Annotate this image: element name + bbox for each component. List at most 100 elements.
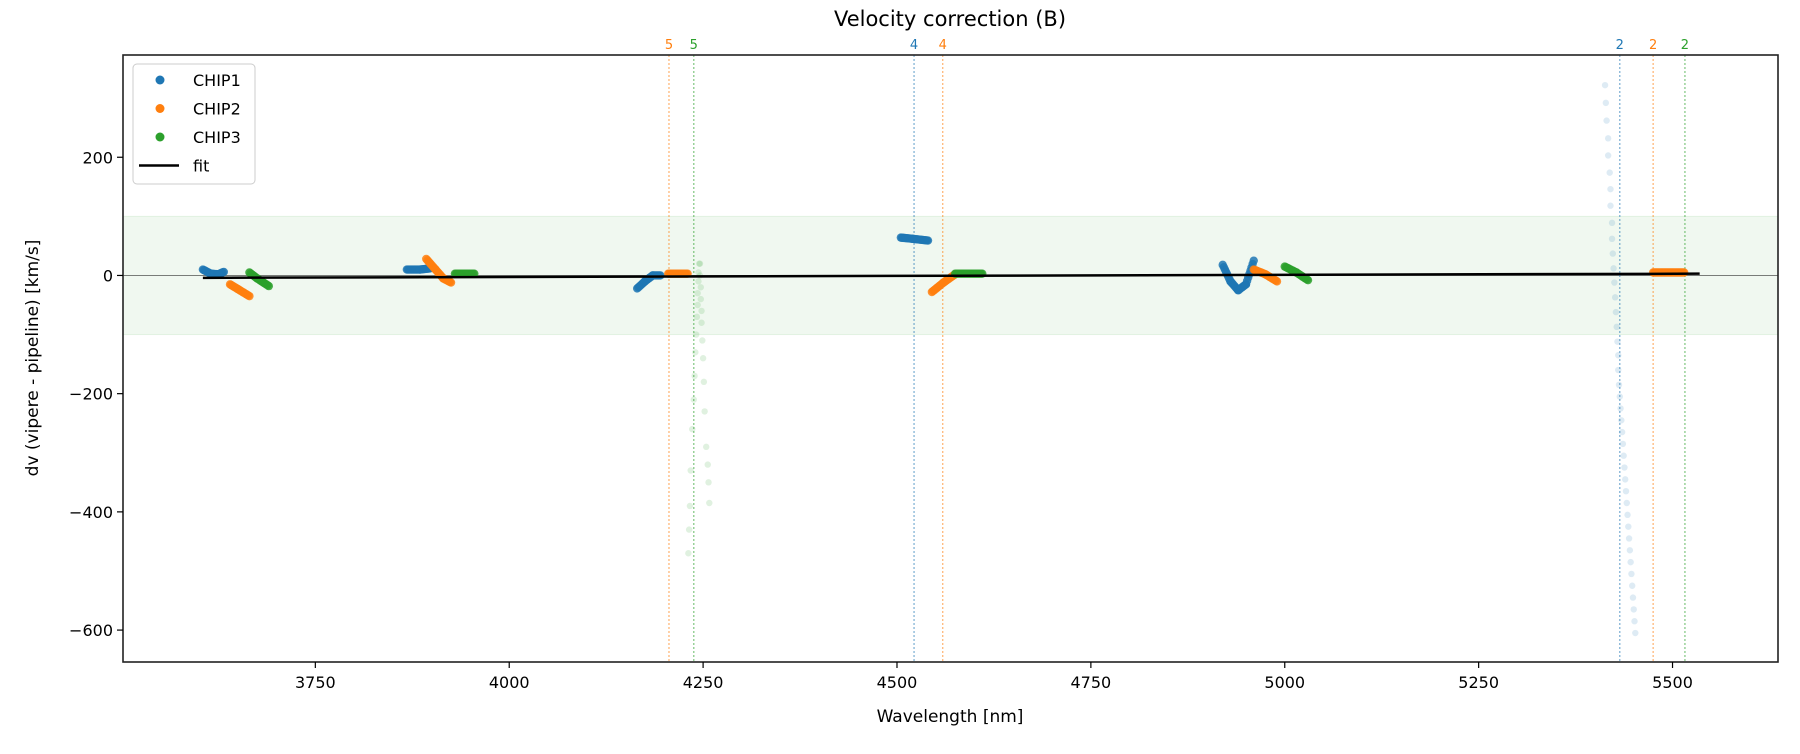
legend: CHIP1 CHIP2 CHIP3 fit — [132, 63, 256, 185]
outlier-point — [1625, 523, 1632, 530]
outlier-point — [1614, 338, 1621, 345]
outlier-point — [1611, 294, 1619, 301]
outlier-point — [697, 295, 704, 303]
outlier-point — [692, 331, 700, 338]
data-point — [245, 291, 254, 301]
y-tick-label: −400 — [69, 503, 113, 522]
data-point — [1249, 256, 1258, 265]
outlier-point — [1602, 99, 1610, 107]
legend-label: fit — [193, 157, 209, 176]
data-point — [923, 236, 933, 245]
outlier-point — [690, 396, 697, 403]
x-tick-label: 5500 — [1652, 673, 1693, 692]
y-tick-label: −600 — [69, 621, 113, 640]
series-chip1 — [198, 81, 1639, 637]
x-tick-label: 5250 — [1458, 673, 1499, 692]
outlier-point — [1610, 265, 1617, 272]
outlier-point — [1632, 629, 1639, 637]
chart-title: Velocity correction (B) — [834, 7, 1066, 31]
outlier-point — [1628, 570, 1635, 578]
y-tick-label: 0 — [103, 266, 113, 285]
outlier-point — [699, 355, 707, 362]
data-point — [1303, 275, 1313, 285]
outlier-point — [1618, 417, 1625, 424]
data-point — [446, 278, 456, 287]
outlier-point — [1601, 81, 1609, 89]
legend-marker-chip3 — [155, 132, 165, 142]
outlier-point — [704, 461, 711, 468]
outlier-point — [1603, 117, 1610, 124]
outlier-point — [700, 378, 708, 386]
marker-label: 2 — [1681, 38, 1689, 53]
data-point — [470, 269, 479, 278]
outlier-point — [1622, 487, 1630, 495]
marker-label: 2 — [1649, 38, 1657, 53]
outlier-point — [1623, 499, 1630, 507]
x-tick-label: 4250 — [683, 673, 724, 692]
data-point — [264, 281, 274, 291]
outlier-point — [1608, 219, 1616, 227]
outlier-point — [1607, 202, 1614, 209]
outlier-point — [695, 269, 702, 276]
outlier-point — [1604, 135, 1612, 142]
fit-line — [202, 272, 1700, 280]
outlier-point — [689, 425, 696, 433]
plot-area: 5 5 4 4 2 2 2 3750 4000 4250 4500 4750 5000 5250 5500 −… — [69, 38, 1779, 692]
outlier-point — [696, 260, 703, 267]
outlier-point — [1620, 452, 1627, 459]
outlier-point — [1618, 428, 1626, 436]
outlier-point — [1630, 606, 1637, 613]
marker-label: 2 — [1616, 38, 1624, 53]
outlier-point — [1617, 405, 1624, 412]
legend-box — [132, 63, 256, 185]
x-tick-label: 4500 — [877, 673, 918, 692]
outlier-point — [692, 349, 699, 356]
outlier-point — [698, 319, 705, 326]
outlier-point — [698, 307, 705, 315]
outlier-point — [1606, 169, 1613, 176]
outlier-point — [1609, 250, 1617, 257]
outlier-point — [1622, 476, 1629, 483]
outlier-point — [1621, 464, 1628, 471]
outlier-point — [1611, 279, 1618, 286]
outlier-point — [1629, 594, 1637, 601]
outlier-point — [694, 289, 701, 297]
outlier-point — [701, 408, 708, 415]
outlier-point — [1631, 618, 1638, 625]
legend-label: CHIP2 — [193, 100, 241, 119]
outlier-point — [1616, 393, 1623, 400]
outlier-point — [693, 313, 701, 321]
legend-label: CHIP1 — [193, 71, 241, 90]
x-tick-label: 3750 — [295, 673, 336, 692]
outlier-point — [694, 301, 701, 309]
outlier-point — [1624, 511, 1631, 519]
x-tick-label: 4750 — [1071, 673, 1112, 692]
outlier-point — [1608, 235, 1616, 243]
x-tick-label: 5000 — [1264, 673, 1305, 692]
outlier-point — [691, 372, 698, 380]
marker-label: 5 — [665, 38, 673, 53]
outlier-point — [1604, 152, 1612, 159]
outlier-point — [1615, 381, 1623, 389]
y-axis-label: dv (vipere - pipeline) [km/s] — [23, 240, 43, 477]
marker-label: 4 — [910, 38, 918, 53]
marker-label: 4 — [939, 38, 947, 53]
outlier-point — [1613, 323, 1620, 331]
series-chip2 — [225, 254, 1689, 301]
outlier-point — [685, 526, 693, 533]
outlier-point — [685, 550, 692, 557]
outlier-point — [1607, 185, 1614, 193]
x-axis-label: Wavelength [nm] — [877, 707, 1024, 727]
data-point — [1272, 277, 1282, 286]
legend-marker-chip2 — [155, 104, 165, 113]
outlier-point — [1625, 535, 1633, 542]
outlier-point — [1615, 352, 1622, 359]
outlier-point — [1628, 582, 1636, 589]
data-point — [219, 267, 229, 277]
outlier-point — [1619, 440, 1627, 448]
outlier-point — [1627, 558, 1634, 566]
outlier-point — [1612, 308, 1620, 316]
outlier-point — [1626, 547, 1634, 554]
outlier-point — [1615, 366, 1622, 374]
